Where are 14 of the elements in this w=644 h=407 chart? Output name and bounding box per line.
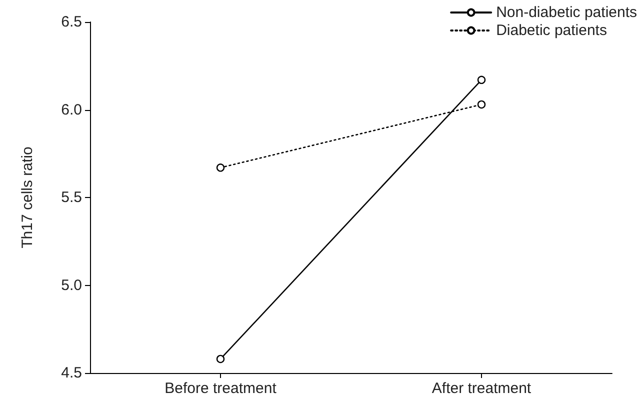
- y-tick-label: 4.5: [61, 364, 82, 382]
- y-tick-label: 5.5: [61, 189, 82, 206]
- point: [477, 76, 486, 84]
- y-tick-label: 6.5: [61, 14, 82, 30]
- x-tick-label: Before treatment: [164, 380, 278, 397]
- legend-label: Non-diabetic patients: [496, 4, 638, 21]
- x-tick-label: After treatment: [432, 380, 532, 397]
- y-axis-title: Th17 cells ratio: [19, 146, 36, 248]
- point: [216, 354, 225, 364]
- point: [216, 164, 225, 172]
- y-tick-label: 5.0: [61, 276, 82, 294]
- legend-label: Diabetic patients: [496, 22, 607, 39]
- y-tick-label: 6.0: [61, 101, 82, 118]
- point: [477, 100, 486, 109]
